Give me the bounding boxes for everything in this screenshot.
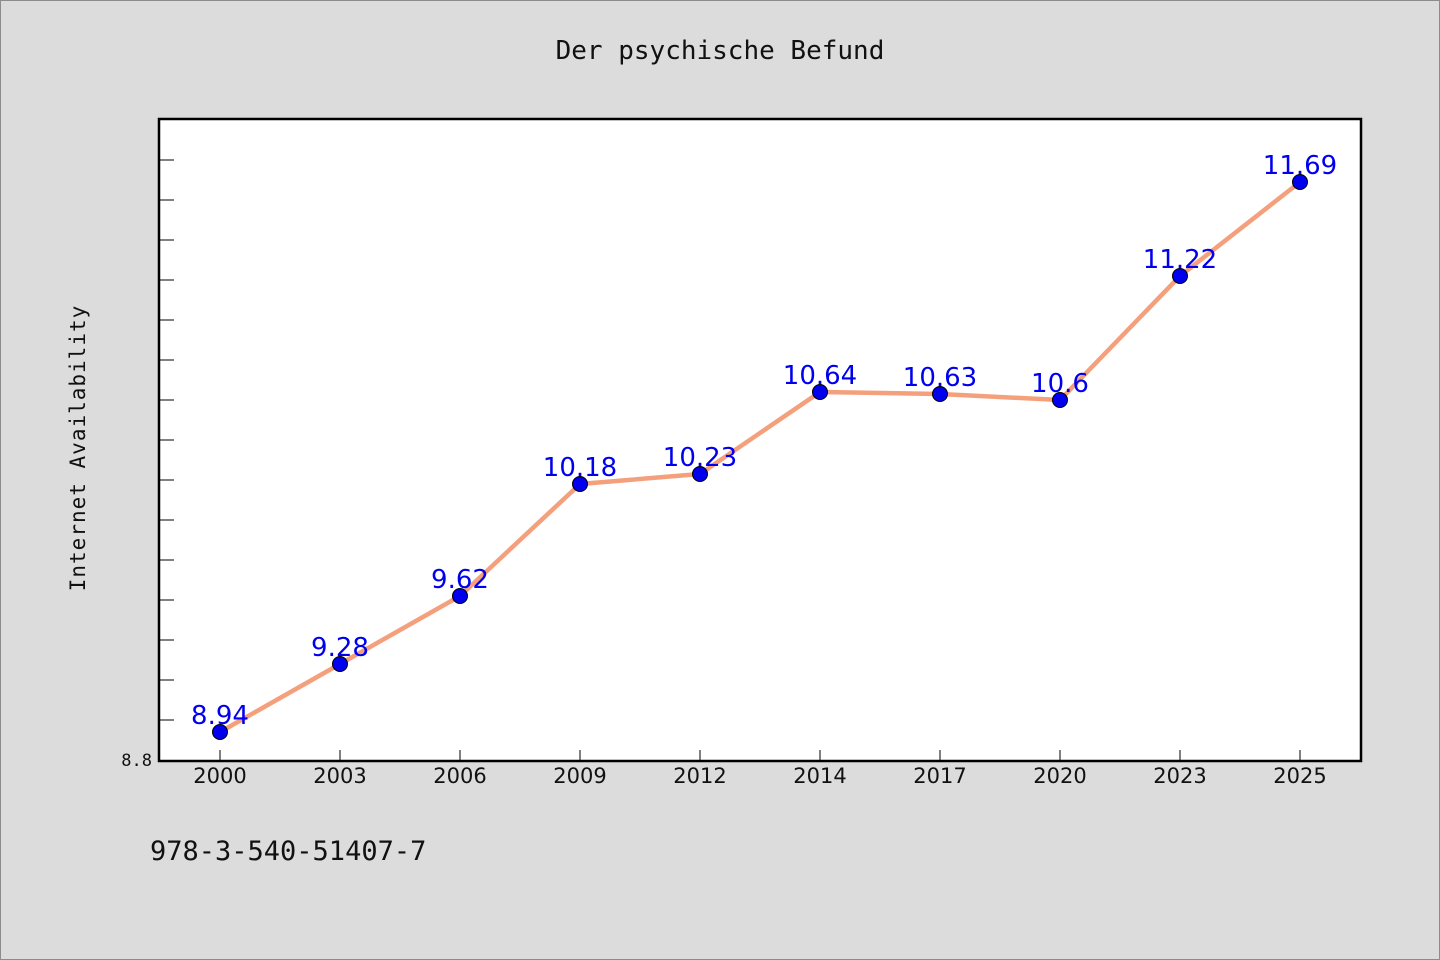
data-label: 11.22 [1143,245,1217,275]
x-tick-label: 2000 [193,764,246,788]
data-label: 10.23 [663,443,737,473]
data-point [1292,174,1308,190]
data-label: 11.69 [1263,151,1337,181]
footer-isbn: 978-3-540-51407-7 [150,836,427,867]
data-label: 10.18 [543,453,617,483]
data-label: 9.62 [431,565,489,595]
series-line [217,179,1303,735]
y-tick-label: 8.8 [121,751,152,771]
data-markers [212,174,1308,740]
data-labels: 8.94 9.28 9.62 10.18 10.23 10.64 10.63 10.6 11.2… [191,151,1337,731]
x-tick-label: 2023 [1153,764,1206,788]
data-label: 9.28 [311,633,369,663]
data-point [452,588,468,604]
data-point [1172,268,1188,284]
data-point [332,656,348,672]
data-point [692,466,708,482]
x-tick-label: 2020 [1033,764,1086,788]
y-axis: 8.8 [121,159,174,771]
x-tick-label: 2006 [433,764,486,788]
x-tick-label: 2009 [553,764,606,788]
x-tick-label: 2017 [913,764,966,788]
data-point [212,724,228,740]
data-point [572,476,588,492]
x-axis: 2000 2003 2006 2009 2012 2014 2017 2020 2023 2025 [193,750,1327,788]
x-tick-label: 2003 [313,764,366,788]
x-tick-label: 2014 [793,764,846,788]
data-label: 8.94 [191,701,249,731]
data-point [1052,392,1068,408]
data-label: 10.6 [1031,369,1089,399]
chart-title: Der psychische Befund [555,36,885,66]
data-point [932,386,948,402]
x-tick-label: 2012 [673,764,726,788]
x-tick-label: 2025 [1273,764,1326,788]
data-point [812,384,828,400]
data-label: 10.63 [903,363,977,393]
data-label: 10.64 [783,361,857,391]
